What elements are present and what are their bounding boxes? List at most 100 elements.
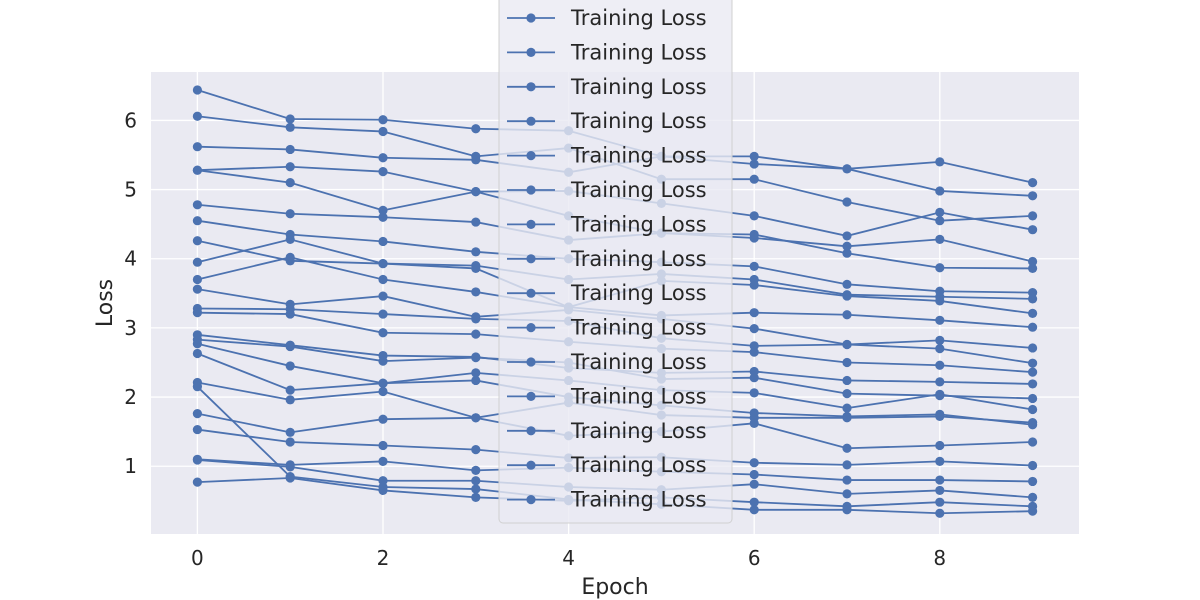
legend-marker-3	[526, 116, 536, 126]
legend-item-7: Training Loss	[507, 247, 707, 271]
data-point-3-1	[285, 162, 295, 172]
legend-item-14: Training Loss	[507, 488, 707, 512]
x-tick-label-0: 0	[191, 546, 204, 570]
x-tick-label-3: 6	[748, 546, 761, 570]
legend-item-1: Training Loss	[507, 40, 707, 64]
legend-label-5: Training Loss	[570, 178, 707, 202]
legend-label-4: Training Loss	[570, 144, 707, 168]
legend-item-10: Training Loss	[507, 350, 707, 374]
data-point-8-1	[285, 234, 295, 244]
data-point-22-6	[749, 479, 759, 489]
data-point-3-7	[842, 231, 852, 241]
data-point-22-0	[192, 455, 202, 465]
data-point-19-0	[192, 409, 202, 419]
data-point-8-8	[935, 296, 945, 306]
x-axis-ticks: 0 2 4 6 8	[191, 546, 946, 570]
x-tick-label-4: 8	[933, 546, 946, 570]
data-point-8-0	[192, 257, 202, 267]
data-point-0-9	[1028, 178, 1038, 188]
data-point-3-6	[749, 211, 759, 221]
x-tick-label-2: 4	[562, 546, 575, 570]
data-point-15-9	[1028, 404, 1038, 415]
data-point-15-8	[935, 389, 945, 399]
data-point-9-6	[749, 308, 759, 318]
legend-item-12: Training Loss	[507, 419, 707, 443]
data-point-14-7	[842, 389, 852, 399]
legend-marker-10	[526, 357, 536, 367]
legend-label-6: Training Loss	[570, 212, 707, 236]
data-point-22-1	[285, 462, 295, 472]
data-point-10-9	[1028, 343, 1038, 353]
data-point-5-3	[471, 217, 481, 227]
data-point-20-3	[471, 445, 481, 455]
legend-marker-6	[526, 219, 536, 229]
data-point-16-1	[285, 385, 295, 395]
data-point-23-3	[471, 492, 481, 502]
data-point-16-3	[471, 375, 481, 386]
data-point-19-7	[842, 443, 852, 453]
data-point-19-3	[471, 413, 481, 423]
data-point-1-7	[842, 197, 852, 207]
legend-label-12: Training Loss	[570, 419, 707, 443]
data-point-14-1	[285, 341, 295, 352]
y-tick-label-1: 2	[124, 385, 137, 409]
data-point-22-7	[842, 489, 852, 499]
data-point-20-1	[285, 437, 295, 447]
legend-item-8: Training Loss	[507, 281, 707, 305]
data-point-15-0	[192, 339, 202, 349]
legend-label-9: Training Loss	[570, 316, 707, 340]
legend-label-8: Training Loss	[570, 281, 707, 305]
legend-item-2: Training Loss	[507, 75, 707, 99]
data-point-13-8	[935, 377, 945, 387]
data-point-23-1	[285, 473, 295, 483]
data-point-17-2	[378, 386, 388, 397]
legend-item-3: Training Loss	[507, 109, 707, 133]
data-point-5-0	[192, 200, 202, 210]
data-point-23-2	[378, 485, 388, 496]
legend-box	[498, 0, 733, 524]
legend-marker-7	[526, 254, 536, 264]
legend-label-2: Training Loss	[570, 75, 707, 99]
y-tick-label-2: 3	[124, 316, 137, 340]
legend-label-0: Training Loss	[570, 6, 707, 30]
legend-marker-1	[526, 47, 536, 58]
legend-label-13: Training Loss	[570, 453, 707, 477]
data-point-15-7	[842, 403, 852, 413]
legend-marker-5	[526, 185, 536, 195]
data-point-9-8	[935, 315, 945, 325]
data-point-13-9	[1028, 379, 1038, 389]
data-point-12-6	[749, 347, 759, 357]
data-point-14-3	[471, 353, 481, 363]
legend-item-9: Training Loss	[507, 316, 707, 340]
data-point-2-3	[471, 155, 481, 165]
data-point-1-8	[935, 216, 945, 226]
data-point-16-2	[378, 378, 388, 388]
data-point-7-9	[1028, 294, 1038, 304]
data-point-6-3	[471, 247, 481, 257]
data-point-17-8	[935, 411, 945, 422]
legend-item-0: Training Loss	[507, 6, 707, 30]
data-point-21-3	[471, 465, 481, 475]
data-point-21-9	[1028, 476, 1038, 487]
data-point-17-9	[1028, 418, 1038, 428]
data-point-6-6	[749, 261, 759, 271]
data-point-7-0	[192, 236, 202, 246]
data-point-19-8	[935, 440, 945, 451]
data-point-6-7	[842, 279, 852, 289]
data-point-10-8	[935, 335, 945, 345]
data-point-2-8	[935, 186, 945, 196]
x-axis-label: Epoch	[581, 575, 648, 600]
legend-item-11: Training Loss	[507, 384, 707, 408]
data-point-18-6	[749, 505, 759, 515]
data-point-18-8	[935, 508, 945, 518]
data-point-12-3	[471, 329, 481, 339]
data-point-23-9	[1028, 501, 1038, 511]
data-point-11-8	[935, 344, 945, 354]
data-point-12-7	[842, 357, 852, 368]
data-point-4-1	[285, 178, 295, 188]
legend-label-3: Training Loss	[570, 109, 707, 133]
data-point-20-0	[192, 424, 202, 435]
data-point-22-8	[935, 485, 945, 496]
data-point-2-1	[285, 144, 295, 155]
